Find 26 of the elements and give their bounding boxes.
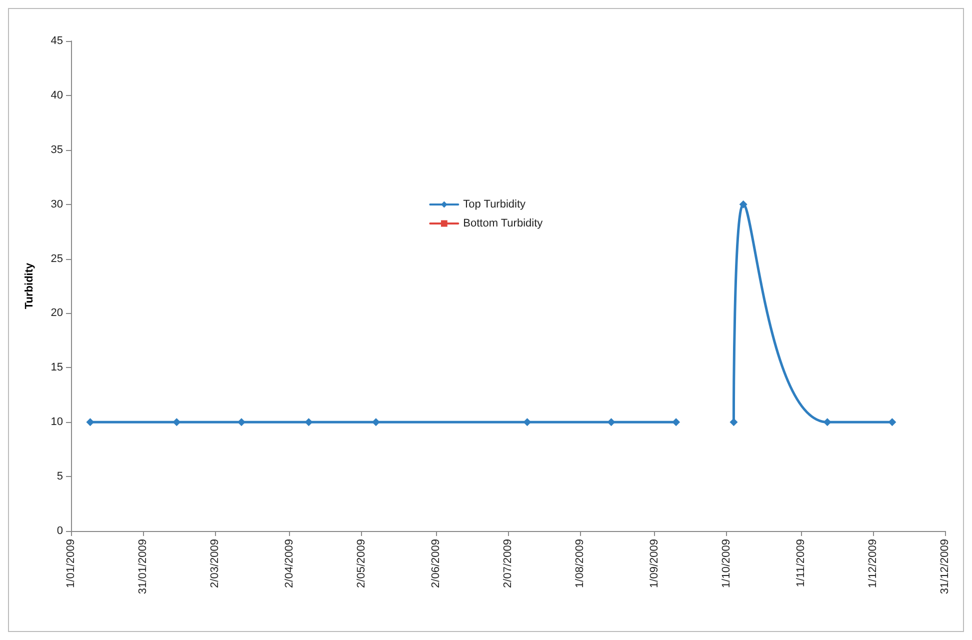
x-tick-label: 31/01/2009	[137, 539, 150, 594]
y-tick-label: 10	[50, 416, 63, 428]
y-tick-label: 20	[50, 307, 63, 320]
x-tick-label: 1/09/2009	[648, 539, 660, 588]
y-tick-label: 0	[56, 525, 63, 537]
x-tick-label: 2/05/2009	[356, 539, 368, 588]
x-tick-label: 2/03/2009	[209, 539, 222, 588]
x-tick-label: 2/06/2009	[430, 539, 442, 588]
y-tick-label: 40	[50, 89, 63, 102]
legend-label: Top Turbidity	[463, 198, 526, 210]
y-axis-title: Turbidity	[24, 262, 36, 310]
x-tick-label: 1/08/2009	[574, 539, 586, 588]
x-tick-label: 1/10/2009	[720, 539, 732, 588]
y-tick-label: 25	[50, 252, 63, 265]
y-tick-label: 5	[56, 470, 63, 483]
y-tick-label: 30	[50, 198, 63, 210]
x-tick-label: 1/12/2009	[866, 539, 879, 588]
x-tick-label: 1/01/2009	[65, 539, 77, 588]
x-tick-label: 2/04/2009	[284, 539, 296, 588]
y-tick-label: 15	[50, 362, 63, 374]
x-tick-label: 1/11/2009	[794, 539, 807, 588]
x-tick-label: 31/12/2009	[939, 539, 951, 594]
legend-label: Bottom Turbidity	[463, 218, 544, 230]
y-tick-label: 45	[50, 35, 63, 47]
y-tick-label: 35	[50, 144, 63, 156]
x-tick-label: 2/07/2009	[502, 539, 514, 588]
